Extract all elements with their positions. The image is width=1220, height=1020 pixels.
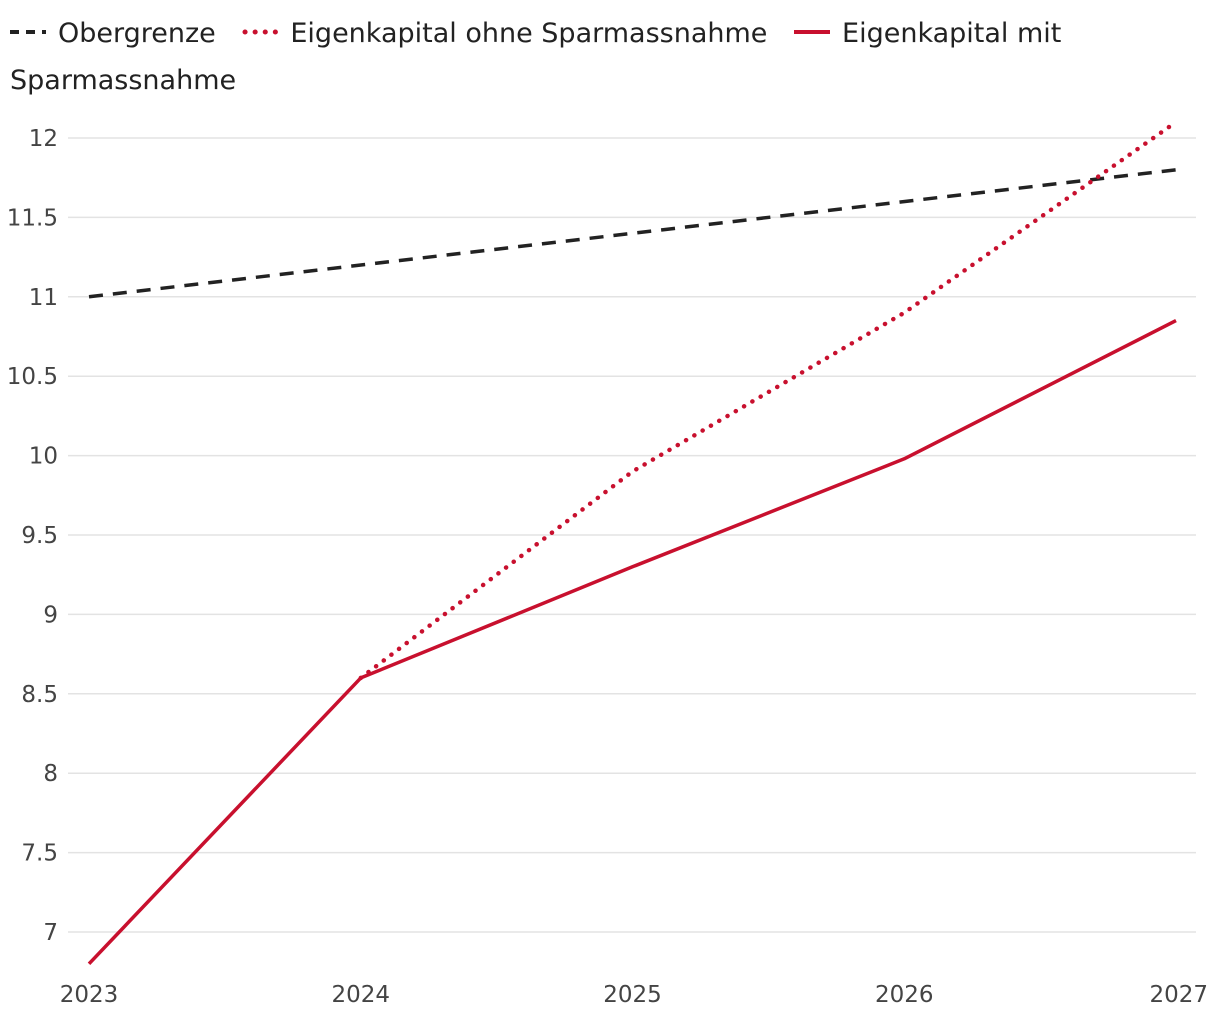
y-tick-label: 7 — [43, 920, 58, 946]
legend-item-mit-sparmassnahme[interactable]: Eigenkapital mit Sparmassnahme — [10, 18, 1061, 96]
y-tick-label: 8.5 — [21, 682, 58, 708]
gridlines — [68, 137, 1196, 933]
y-tick-label: 9 — [43, 602, 58, 628]
legend-swatch-solid — [794, 26, 831, 38]
y-tick-label: 11.5 — [7, 205, 58, 231]
x-tick-label: 2024 — [331, 982, 390, 1008]
x-tick-label: 2027 — [1149, 982, 1208, 1008]
legend-label-ohne-sparmassnahme: Eigenkapital ohne Sparmassnahme — [290, 18, 768, 49]
x-tick-label: 2026 — [875, 982, 934, 1008]
y-tick-label: 10.5 — [7, 364, 58, 390]
series-line-dashed[interactable] — [88, 168, 1177, 299]
y-tick-label: 8 — [43, 761, 58, 787]
x-tick-label: 2025 — [603, 982, 662, 1008]
legend-item-ohne-sparmassnahme[interactable]: Eigenkapital ohne Sparmassnahme — [242, 18, 776, 49]
y-tick-label: 11 — [29, 285, 58, 311]
legend-label-obergrenze: Obergrenze — [58, 18, 216, 49]
y-tick-label: 7.5 — [21, 841, 58, 867]
legend-item-obergrenze[interactable]: Obergrenze — [10, 18, 224, 49]
y-tick-label: 12 — [29, 126, 58, 152]
series-lines — [87, 119, 1179, 966]
series-line-dotted[interactable] — [358, 119, 1179, 681]
series-line-solid[interactable] — [87, 319, 1177, 966]
y-tick-label: 10 — [29, 444, 58, 470]
legend-label-mit-sparmassnahme: Eigenkapital mit Sparmassnahme — [10, 18, 1062, 96]
y-tick-label: 9.5 — [21, 523, 58, 549]
y-axis-tick-labels: 7 7.5 8 8.5 9 9.5 10 10.5 11 11.5 12 — [7, 126, 58, 946]
x-axis-tick-labels: 2023 2024 2025 2026 2027 — [60, 982, 1208, 1008]
x-tick-label: 2023 — [60, 982, 119, 1008]
legend-swatch-dashed — [10, 26, 46, 38]
chart-legend: Obergrenze Eigenkapital ohne Sparmassnah… — [10, 10, 1160, 104]
